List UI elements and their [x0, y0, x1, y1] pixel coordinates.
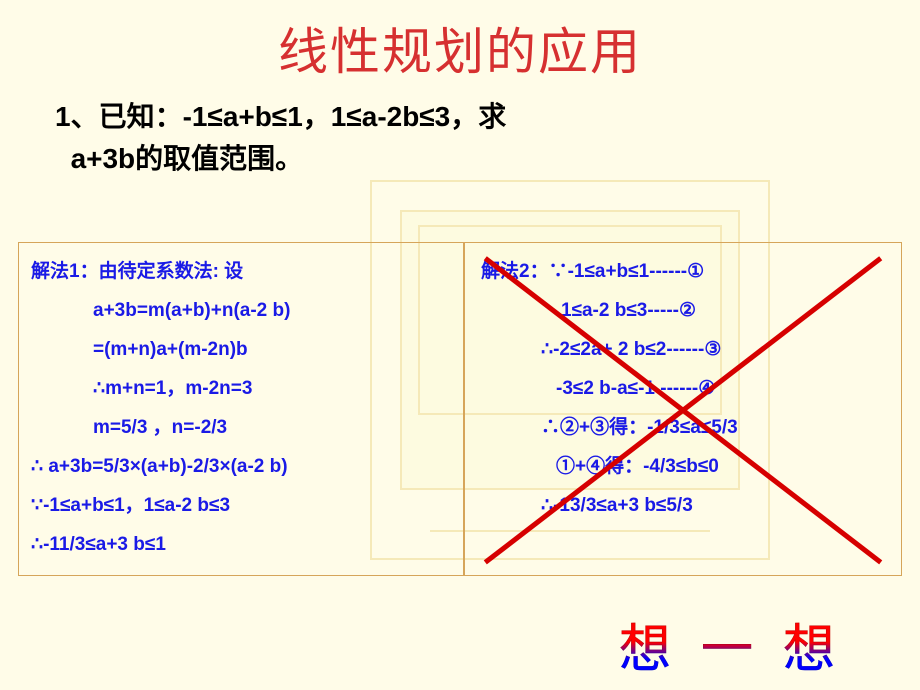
sol1-line: ∴m+n=1，m-2n=3 — [31, 370, 451, 409]
sol1-line: ∴ a+3b=5/3×(a+b)-2/3×(a-2 b) — [31, 448, 451, 487]
sol2-line: -3≤2 b-a≤-1 ------④ — [481, 370, 889, 409]
sol1-line: 解法1：由待定系数法: 设 — [31, 253, 451, 292]
sol2-line: ∴-2≤2a+ 2 b≤2------③ — [481, 331, 889, 370]
page-title: 线性规划的应用 — [0, 0, 920, 84]
sol1-line: ∴-11/3≤a+3 b≤1 — [31, 526, 451, 565]
solutions-container: 解法1：由待定系数法: 设 a+3b=m(a+b)+n(a-2 b) =(m+n… — [18, 242, 902, 576]
sol2-line: ∴-13/3≤a+3 b≤5/3 — [481, 487, 889, 526]
sol2-line: 解法2：∵-1≤a+b≤1------① — [481, 253, 889, 292]
sol1-line: m=5/3 ，n=-2/3 — [31, 409, 451, 448]
problem-statement: 1、已知：-1≤a+b≤1，1≤a-2b≤3，求 a+3b的取值范围。 — [0, 84, 920, 180]
sol2-line: ∴②+③得：-1/3≤a≤5/3 — [481, 409, 889, 448]
problem-line-1: 1、已知：-1≤a+b≤1，1≤a-2b≤3，求 — [55, 101, 506, 132]
sol1-line: =(m+n)a+(m-2n)b — [31, 331, 451, 370]
solution-1-box: 解法1：由待定系数法: 设 a+3b=m(a+b)+n(a-2 b) =(m+n… — [18, 242, 464, 576]
sol1-line: ∵-1≤a+b≤1，1≤a-2 b≤3 — [31, 487, 451, 526]
think-prompt: 想一想 — [619, 607, 865, 682]
think-text: 想一想 — [619, 622, 865, 679]
sol2-line: 1≤a-2 b≤3-----② — [481, 292, 889, 331]
problem-line-2: a+3b的取值范围。 — [71, 143, 304, 174]
sol1-line: a+3b=m(a+b)+n(a-2 b) — [31, 292, 451, 331]
solution-2-box: 解法2：∵-1≤a+b≤1------① 1≤a-2 b≤3-----② ∴-2… — [464, 242, 902, 576]
sol2-line: ①+④得：-4/3≤b≤0 — [481, 448, 889, 487]
